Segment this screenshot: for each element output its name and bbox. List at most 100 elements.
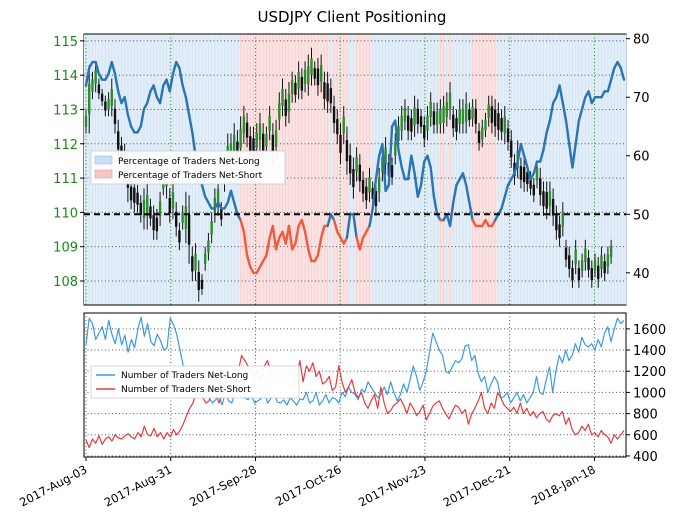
price-candle — [191, 246, 194, 281]
price-candle — [506, 119, 510, 151]
candle-body — [345, 140, 349, 162]
candle-body — [310, 58, 313, 75]
percentage-segment — [239, 218, 246, 234]
price-candle — [580, 253, 584, 278]
candle-body — [352, 169, 355, 188]
net-long-count-line — [85, 316, 625, 406]
percentage-segment — [123, 96, 130, 116]
percentage-segment — [522, 154, 529, 169]
candle-body — [158, 201, 162, 217]
candle-body — [303, 70, 307, 84]
price-candle — [390, 157, 394, 185]
price-candle — [113, 99, 117, 134]
candle-body — [555, 215, 558, 231]
percentage-segment — [400, 166, 407, 181]
candle-body — [152, 215, 155, 231]
candle-body — [361, 179, 365, 194]
candle-body — [452, 114, 455, 129]
bottom-legend: Number of Traders Net-Long Number of Tra… — [90, 365, 300, 399]
percentage-segment — [394, 119, 400, 152]
candle-body — [216, 188, 220, 206]
candle-body — [294, 82, 297, 95]
candle-body — [500, 118, 503, 132]
price-candle — [555, 205, 558, 240]
percentage-segment — [464, 183, 471, 204]
candle-body — [168, 197, 171, 214]
candle-body — [406, 115, 410, 131]
candle-body — [493, 109, 497, 127]
candle-body — [210, 221, 213, 235]
bottom-panel-gridlines — [84, 313, 626, 457]
candle-body — [435, 111, 439, 125]
date-axis: 2017-Aug-03 2017-Aug-31 2017-Sep-28 2017-Oc… — [17, 457, 598, 510]
percentage-segment — [319, 224, 326, 239]
price-candle — [571, 260, 574, 288]
price-candle — [458, 99, 461, 134]
percentage-segment — [371, 177, 378, 210]
x-tick-label: 2017-Nov-23 — [356, 462, 428, 509]
candle-body — [564, 247, 568, 260]
candle-body — [416, 108, 420, 124]
price-candle — [323, 71, 326, 110]
price-tick-label: 110 — [53, 206, 78, 221]
candle-body — [542, 191, 545, 207]
percentage-segment — [274, 236, 281, 251]
price-candle — [419, 109, 423, 134]
percentage-segment — [271, 224, 278, 251]
candle-body — [104, 101, 107, 111]
x-tick-label: 2017-Sep-28 — [187, 462, 259, 509]
candle-body — [290, 80, 294, 94]
price-candle — [410, 109, 413, 141]
percentage-segment — [532, 160, 539, 175]
price-candle — [406, 106, 410, 141]
candle-body — [474, 108, 478, 124]
candle-body — [458, 108, 461, 124]
percentage-tick-label: 70 — [633, 91, 650, 106]
candle-body — [561, 211, 564, 227]
candle-body — [461, 108, 465, 124]
price-candle — [97, 78, 101, 100]
candle-body — [593, 260, 597, 271]
price-candle — [303, 61, 307, 93]
price-candle — [487, 95, 490, 127]
count-tick-label: 600 — [633, 429, 658, 444]
candle-body — [129, 186, 133, 201]
price-candle — [284, 88, 287, 127]
price-candle — [184, 191, 188, 244]
price-candle — [88, 64, 91, 134]
percentage-segment — [113, 72, 120, 93]
percentage-segment — [452, 183, 458, 204]
percentage-segment — [416, 183, 423, 198]
x-tick-label: 2017-Dec-21 — [441, 462, 513, 509]
candle-body — [484, 119, 487, 131]
percentage-segment — [110, 60, 117, 76]
price-candle — [258, 112, 262, 151]
candle-body — [194, 253, 197, 271]
candle-body — [432, 111, 436, 125]
candle-body — [580, 260, 584, 271]
price-candle — [464, 92, 468, 134]
percentage-segment — [542, 131, 548, 152]
count-tick-label: 400 — [633, 450, 658, 465]
percentage-segment — [468, 201, 474, 222]
candle-body — [110, 89, 113, 106]
price-candle — [207, 232, 210, 261]
price-candle — [110, 78, 113, 117]
percentage-segment — [539, 148, 545, 163]
candle-body — [522, 167, 526, 183]
price-candle — [584, 239, 587, 271]
price-candle — [168, 188, 171, 223]
percentage-segment — [168, 72, 175, 93]
percentage-segment — [609, 66, 616, 81]
candle-body — [181, 212, 184, 223]
candle-body — [384, 147, 387, 165]
price-candle — [564, 239, 568, 268]
candle-body — [419, 116, 423, 127]
percentage-segment — [184, 96, 191, 116]
price-candle — [171, 181, 175, 220]
price-candle — [416, 99, 420, 134]
price-candle — [568, 246, 571, 278]
price-candle — [307, 54, 310, 96]
candle-body — [429, 101, 432, 118]
